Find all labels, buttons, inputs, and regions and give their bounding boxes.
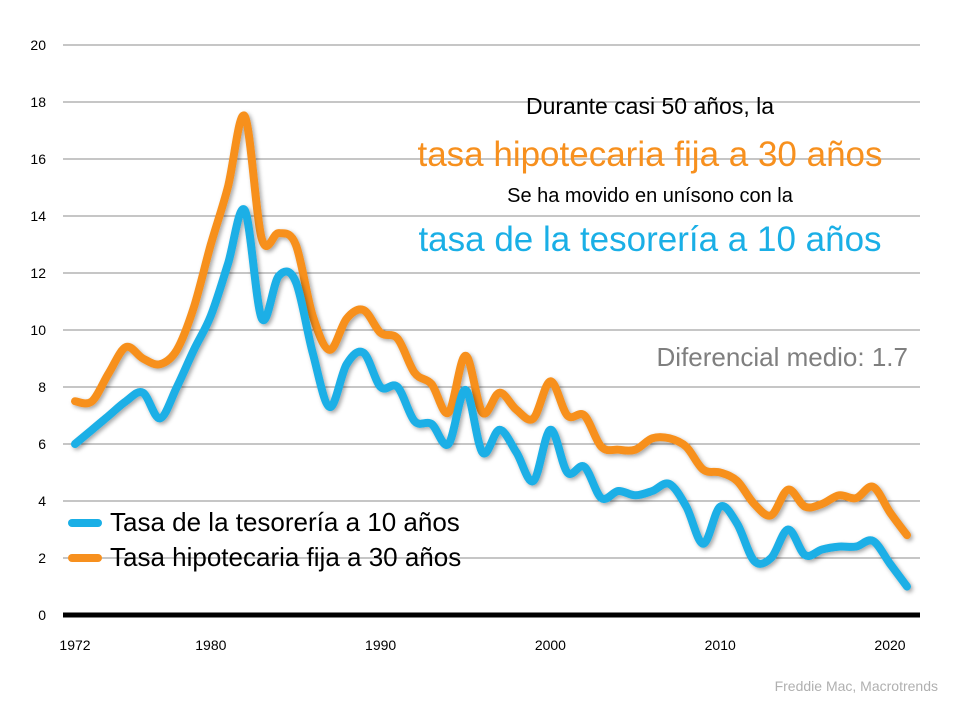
x-tick-label: 2000	[535, 637, 566, 653]
x-tick-label: 2010	[705, 637, 736, 653]
y-tick-label: 18	[30, 94, 46, 110]
x-tick-label: 1972	[59, 637, 90, 653]
y-tick-label: 6	[38, 436, 46, 452]
y-tick-label: 4	[38, 493, 46, 509]
x-tick-label: 1990	[365, 637, 396, 653]
y-tick-label: 12	[30, 265, 46, 281]
title-line-3: Se ha movido en unísono con la	[507, 185, 793, 207]
legend-label-mortgage: Tasa hipotecaria fija a 30 años	[110, 542, 462, 572]
legend-label-treasury: Tasa de la tesorería a 10 años	[110, 507, 460, 537]
title-line-treasury: tasa de la tesorería a 10 años	[418, 220, 882, 259]
legend-item-mortgage: Tasa hipotecaria fija a 30 años	[68, 542, 461, 573]
average-spread-label: Diferencial medio: 1.7	[656, 342, 908, 372]
y-tick-label: 20	[30, 37, 46, 53]
legend-item-treasury: Tasa de la tesorería a 10 años	[68, 507, 460, 538]
series-line-mortgage	[71, 111, 911, 540]
source-note: Freddie Mac, Macrotrends	[774, 678, 938, 694]
series-line-treasury	[71, 205, 911, 591]
y-tick-label: 8	[38, 379, 46, 395]
y-tick-label: 14	[30, 208, 46, 224]
x-tick-label: 1980	[195, 637, 226, 653]
y-tick-label: 0	[38, 607, 46, 623]
legend-swatch-treasury	[68, 518, 102, 527]
legend-swatch-mortgage	[68, 553, 102, 562]
y-tick-label: 16	[30, 151, 46, 167]
title-line-1: Durante casi 50 años, la	[525, 93, 775, 119]
y-tick-label: 2	[38, 550, 46, 566]
title-line-mortgage: tasa hipotecaria fija a 30 años	[417, 135, 883, 174]
y-tick-label: 10	[30, 322, 46, 338]
x-tick-label: 2020	[874, 637, 905, 653]
